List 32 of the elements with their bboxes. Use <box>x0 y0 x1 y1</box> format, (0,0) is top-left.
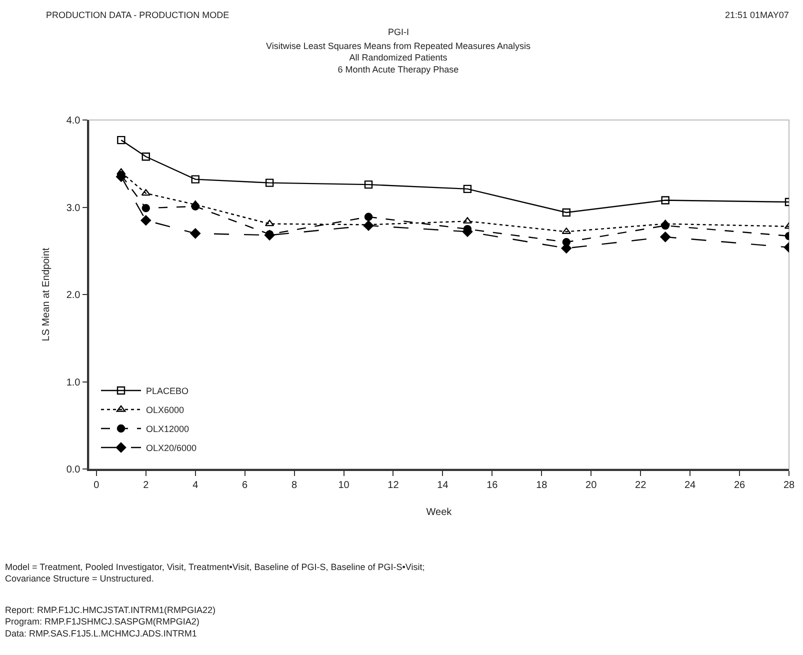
legend-label: OLX20/6000 <box>146 443 197 454</box>
text: 21:51 01MAY07 <box>725 10 789 20</box>
y-tick-label: 3.0 <box>66 202 81 214</box>
x-tick-label: 20 <box>586 480 598 491</box>
y-tick-label: 0.0 <box>66 464 81 476</box>
y-axis-title: LS Mean at Endpoint <box>40 248 52 342</box>
text: PRODUCTION DATA - PRODUCTION MODE <box>46 10 230 20</box>
x-tick-label: 2 <box>143 480 150 491</box>
x-axis-title: Week <box>426 506 453 518</box>
x-tick-label: 6 <box>242 480 248 491</box>
legend-label: OLX6000 <box>146 405 184 416</box>
x-tick-label: 12 <box>388 480 400 491</box>
y-tick-label: 4.0 <box>66 116 81 126</box>
x-tick-label: 4 <box>192 480 199 491</box>
x-tick-label: 26 <box>734 480 746 491</box>
x-tick-label: 14 <box>437 480 449 491</box>
chart-subtitle: Visitwise Least Squares Means from Repeated Measures Analysis All Randomized Patients 6 Month Acute Therapy Phase <box>266 41 531 74</box>
x-tick-label: 8 <box>292 480 298 491</box>
legend-label: OLX12000 <box>146 424 190 434</box>
x-tick-label: 10 <box>338 480 350 491</box>
legend-label: PLACEBO <box>146 386 189 396</box>
x-tick-label: 28 <box>783 480 795 491</box>
x-tick-label: 18 <box>536 480 548 491</box>
x-tick-label: 22 <box>635 480 647 491</box>
y-tick-label: 2.0 <box>66 290 81 301</box>
chart-title: PGI-I <box>388 27 410 37</box>
text: Report: RMP.F1JC.HMCJSTAT.INTRM1(RMPGIA22) Program: RMP.F1JSHMCJ.SASPGM(RMPGIA2) Data: RMP.SAS.F1J5.L.MCHMCJ.ADS.INTRM1 <box>5 605 216 638</box>
x-tick-label: 24 <box>684 480 696 491</box>
text: Model = Treatment, Pooled Investigator, Visit, Treatment•Visit, Baseline of PGI-S, Baseline of PGI-S•Visit; Covariance Structure = Unstructured. <box>5 562 425 584</box>
x-tick-label: 16 <box>486 480 498 491</box>
y-tick-label: 1.0 <box>66 377 81 388</box>
x-tick-label: 0 <box>94 480 100 491</box>
